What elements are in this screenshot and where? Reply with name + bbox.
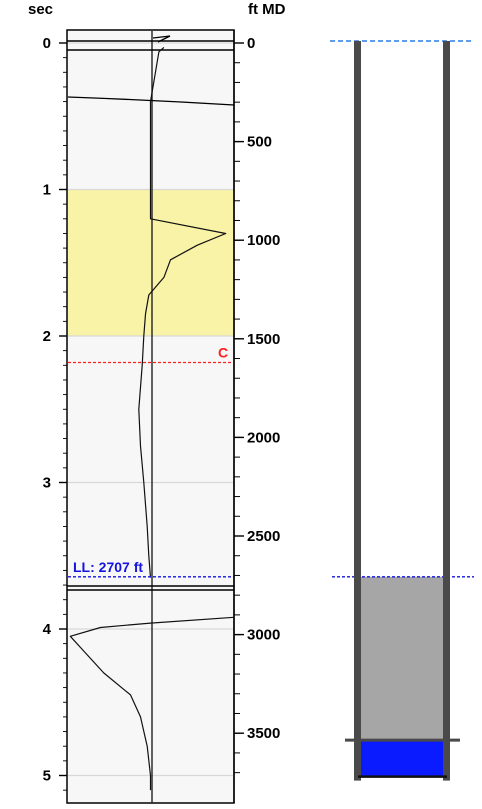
left-tick-label: 1 [43,182,51,199]
right-axis-title: ft MD [248,1,286,18]
left-axis-title: sec [28,1,53,18]
depth-markers: C LL: 2707 ft [68,344,234,578]
left-tick-label: 0 [43,35,51,52]
right-tick-label: 0 [247,35,255,52]
trace-start-spike [152,35,171,43]
right-tick-label: 1500 [247,331,280,348]
right-tick-label: 500 [247,134,272,151]
right-tick-label: 3000 [247,627,280,644]
marker-label: LL: 2707 ft [73,559,143,575]
right-tick-label: 2000 [247,429,280,446]
left-tick-label: 5 [43,768,51,785]
depth-axis: 0 500 1000 1500 2000 2500 3000 3500 [233,30,280,803]
wellbore-diagram [330,40,474,781]
fluid-column [358,576,447,742]
left-tick-label: 4 [43,621,52,638]
right-tick-label: 1000 [247,232,280,249]
right-tick-label: 3500 [247,725,280,742]
bottom-fill [358,741,447,777]
left-tick-label: 2 [43,328,51,345]
marker-label: C [218,344,228,360]
acoustic-trace [67,31,235,803]
casing-wall [354,41,361,781]
time-axis: 0 1 2 3 4 5 [43,35,67,791]
right-tick-label: 2500 [247,528,280,545]
trace-series-upper [138,46,227,578]
left-tick-label: 3 [43,475,51,492]
trace-series-lower [69,616,235,791]
casing-wall [443,41,450,781]
